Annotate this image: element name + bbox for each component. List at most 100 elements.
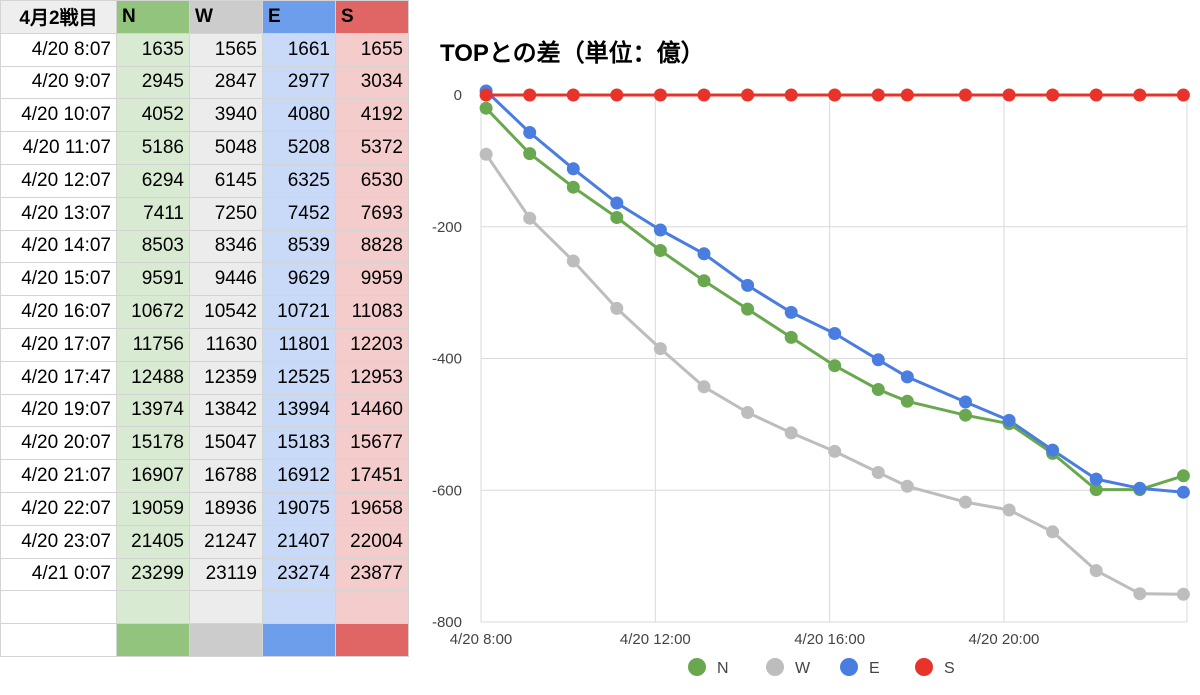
- value-cell[interactable]: 6145: [189, 163, 263, 198]
- value-cell[interactable]: 12525: [262, 360, 336, 395]
- time-cell[interactable]: 4/20 21:07: [0, 459, 117, 493]
- value-cell[interactable]: 6530: [335, 163, 409, 198]
- time-cell[interactable]: 4/20 15:07: [0, 262, 117, 297]
- value-cell[interactable]: 3940: [189, 98, 263, 133]
- value-cell[interactable]: 2945: [116, 65, 190, 100]
- empty-cell[interactable]: [0, 623, 117, 657]
- empty-cell[interactable]: [335, 623, 409, 657]
- value-cell[interactable]: 7411: [116, 196, 190, 231]
- value-cell[interactable]: 12953: [335, 360, 409, 395]
- value-cell[interactable]: 8539: [262, 229, 336, 264]
- time-cell[interactable]: 4/20 20:07: [0, 426, 117, 461]
- value-cell[interactable]: 10672: [116, 295, 190, 329]
- value-cell[interactable]: 7250: [189, 196, 263, 231]
- time-cell[interactable]: 4/20 13:07: [0, 196, 117, 231]
- value-cell[interactable]: 1655: [335, 32, 409, 67]
- value-cell[interactable]: 17451: [335, 459, 409, 493]
- header-cell-n[interactable]: N: [116, 0, 190, 34]
- value-cell[interactable]: 18936: [189, 491, 263, 526]
- empty-cell[interactable]: [0, 590, 117, 625]
- value-cell[interactable]: 4052: [116, 98, 190, 133]
- value-cell[interactable]: 21405: [116, 524, 190, 559]
- value-cell[interactable]: 5048: [189, 131, 263, 165]
- time-cell[interactable]: 4/20 11:07: [0, 131, 117, 165]
- value-cell[interactable]: 22004: [335, 524, 409, 559]
- value-cell[interactable]: 7693: [335, 196, 409, 231]
- value-cell[interactable]: 10542: [189, 295, 263, 329]
- time-cell[interactable]: 4/21 0:07: [0, 557, 117, 592]
- value-cell[interactable]: 3034: [335, 65, 409, 100]
- value-cell[interactable]: 5372: [335, 131, 409, 165]
- time-cell[interactable]: 4/20 10:07: [0, 98, 117, 133]
- value-cell[interactable]: 21247: [189, 524, 263, 559]
- header-cell-s[interactable]: S: [335, 0, 409, 34]
- empty-cell[interactable]: [262, 623, 336, 657]
- value-cell[interactable]: 19658: [335, 491, 409, 526]
- value-cell[interactable]: 10721: [262, 295, 336, 329]
- value-cell[interactable]: 1565: [189, 32, 263, 67]
- time-cell[interactable]: 4/20 19:07: [0, 393, 117, 428]
- value-cell[interactable]: 2847: [189, 65, 263, 100]
- time-cell[interactable]: 4/20 16:07: [0, 295, 117, 329]
- time-cell[interactable]: 4/20 22:07: [0, 491, 117, 526]
- value-cell[interactable]: 16912: [262, 459, 336, 493]
- value-cell[interactable]: 11630: [189, 327, 263, 362]
- empty-cell[interactable]: [116, 623, 190, 657]
- value-cell[interactable]: 21407: [262, 524, 336, 559]
- value-cell[interactable]: 12359: [189, 360, 263, 395]
- value-cell[interactable]: 19059: [116, 491, 190, 526]
- time-cell[interactable]: 4/20 17:07: [0, 327, 117, 362]
- empty-cell[interactable]: [189, 623, 263, 657]
- value-cell[interactable]: 9959: [335, 262, 409, 297]
- value-cell[interactable]: 14460: [335, 393, 409, 428]
- value-cell[interactable]: 16907: [116, 459, 190, 493]
- value-cell[interactable]: 6325: [262, 163, 336, 198]
- value-cell[interactable]: 13842: [189, 393, 263, 428]
- empty-cell[interactable]: [189, 590, 263, 625]
- value-cell[interactable]: 9591: [116, 262, 190, 297]
- value-cell[interactable]: 4080: [262, 98, 336, 133]
- value-cell[interactable]: 1635: [116, 32, 190, 67]
- value-cell[interactable]: 13994: [262, 393, 336, 428]
- value-cell[interactable]: 23299: [116, 557, 190, 592]
- value-cell[interactable]: 8346: [189, 229, 263, 264]
- value-cell[interactable]: 9629: [262, 262, 336, 297]
- empty-cell[interactable]: [116, 590, 190, 625]
- value-cell[interactable]: 16788: [189, 459, 263, 493]
- empty-cell[interactable]: [262, 590, 336, 625]
- value-cell[interactable]: 8503: [116, 229, 190, 264]
- header-cell-e[interactable]: E: [262, 0, 336, 34]
- value-cell[interactable]: 13974: [116, 393, 190, 428]
- value-cell[interactable]: 6294: [116, 163, 190, 198]
- value-cell[interactable]: 15183: [262, 426, 336, 461]
- value-cell[interactable]: 12488: [116, 360, 190, 395]
- value-cell[interactable]: 12203: [335, 327, 409, 362]
- time-cell[interactable]: 4/20 23:07: [0, 524, 117, 559]
- value-cell[interactable]: 11083: [335, 295, 409, 329]
- time-cell[interactable]: 4/20 12:07: [0, 163, 117, 198]
- value-cell[interactable]: 23274: [262, 557, 336, 592]
- value-cell[interactable]: 8828: [335, 229, 409, 264]
- time-cell[interactable]: 4/20 9:07: [0, 65, 117, 100]
- value-cell[interactable]: 2977: [262, 65, 336, 100]
- time-cell[interactable]: 4/20 17:47: [0, 360, 117, 395]
- header-cell-w[interactable]: W: [189, 0, 263, 34]
- empty-cell[interactable]: [335, 590, 409, 625]
- value-cell[interactable]: 1661: [262, 32, 336, 67]
- value-cell[interactable]: 15677: [335, 426, 409, 461]
- value-cell[interactable]: 11756: [116, 327, 190, 362]
- header-corner-cell[interactable]: 4月2戦目: [0, 0, 117, 34]
- value-cell[interactable]: 7452: [262, 196, 336, 231]
- time-cell[interactable]: 4/20 14:07: [0, 229, 117, 264]
- value-cell[interactable]: 5186: [116, 131, 190, 165]
- time-cell[interactable]: 4/20 8:07: [0, 32, 117, 67]
- value-cell[interactable]: 9446: [189, 262, 263, 297]
- value-cell[interactable]: 4192: [335, 98, 409, 133]
- value-cell[interactable]: 19075: [262, 491, 336, 526]
- value-cell[interactable]: 23877: [335, 557, 409, 592]
- value-cell[interactable]: 11801: [262, 327, 336, 362]
- value-cell[interactable]: 15047: [189, 426, 263, 461]
- value-cell[interactable]: 5208: [262, 131, 336, 165]
- value-cell[interactable]: 23119: [189, 557, 263, 592]
- value-cell[interactable]: 15178: [116, 426, 190, 461]
